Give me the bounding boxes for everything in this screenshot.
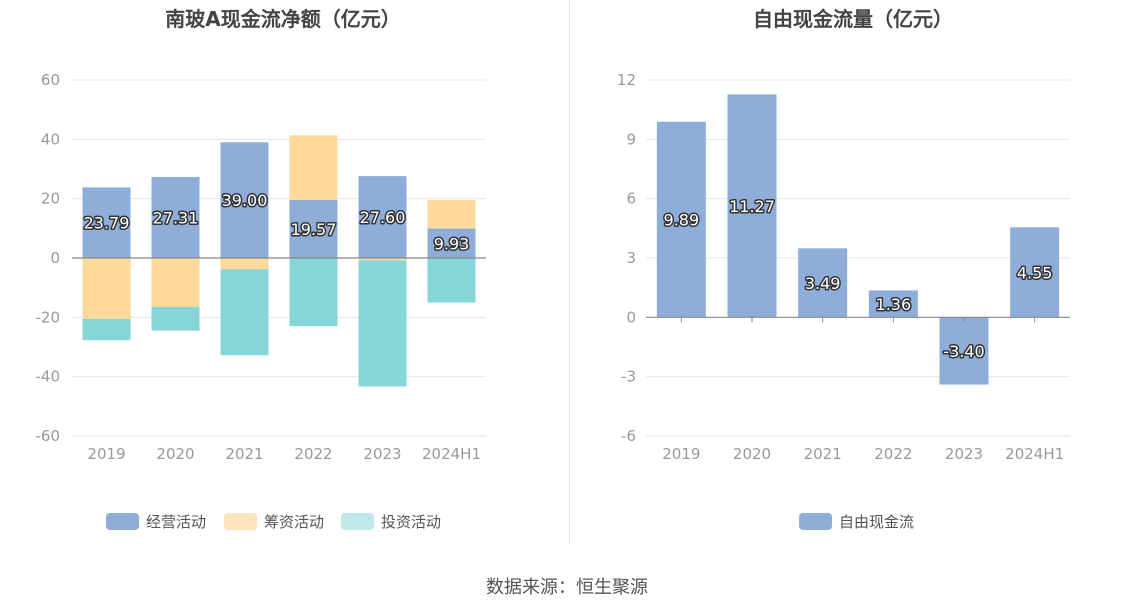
bar-operating (151, 176, 200, 258)
x-tick-label: 2021 (804, 445, 842, 463)
bar-free-cash-flow (656, 121, 706, 318)
x-tick-label: 2022 (874, 445, 912, 463)
data-label: 3.49 (805, 274, 841, 293)
legend-swatch (224, 513, 257, 530)
legend-swatch (799, 513, 832, 530)
x-tick-label: 2021 (225, 445, 263, 463)
y-tick-label: -40 (36, 368, 61, 386)
bar-free-cash-flow (727, 94, 777, 318)
data-label: -3.40 (943, 342, 984, 361)
bar-investing (220, 269, 269, 356)
bar-investing (151, 306, 200, 331)
data-label: 19.57 (291, 220, 337, 239)
y-tick-label: 3 (626, 249, 636, 267)
x-tick-label: 2023 (945, 445, 983, 463)
bar-operating (220, 142, 269, 258)
bar-investing (427, 258, 476, 303)
chart-title: 南玻A现金流净额（亿元） (165, 7, 400, 31)
legend-label: 经营活动 (146, 513, 206, 531)
data-label: 9.89 (664, 211, 700, 230)
y-tick-label: -20 (36, 308, 61, 326)
free-cash-flow-chart: 自由现金流量（亿元） 12 9 6 3 0 -3 -6 2019 2020 2021 2022 2023… (617, 7, 1070, 531)
data-label: 11.27 (729, 197, 775, 216)
y-tick-label: 12 (617, 71, 636, 89)
bar-free-cash-flow (798, 248, 848, 318)
legend-label: 自由现金流 (839, 513, 914, 531)
bar-free-cash-flow (868, 290, 918, 318)
y-tick-label: 40 (41, 130, 60, 148)
x-tick-label: 2019 (87, 445, 125, 463)
bar-operating (427, 228, 476, 258)
data-source-text: 数据来源：恒生聚源 (486, 577, 648, 598)
bar-financing (82, 258, 131, 319)
y-tick-label: -3 (621, 368, 636, 386)
y-tick-label: 0 (50, 249, 60, 267)
bar-operating (289, 199, 338, 258)
bar-financing (427, 200, 476, 229)
bar-operating (82, 187, 131, 258)
data-label: 1.36 (876, 295, 912, 314)
bar-financing (151, 258, 200, 307)
bar-financing (220, 258, 269, 270)
x-tick-label: 2023 (363, 445, 401, 463)
bar-operating (358, 176, 407, 258)
bar-financing (358, 258, 407, 261)
legend-swatch (341, 513, 374, 530)
data-label: 39.00 (222, 191, 268, 210)
y-tick-label: 9 (626, 130, 636, 148)
data-label: 27.60 (360, 208, 406, 227)
x-tick-label: 2020 (156, 445, 194, 463)
data-label: 4.55 (1017, 263, 1053, 282)
x-tick-label: 2019 (662, 445, 700, 463)
y-tick-label: 6 (626, 190, 636, 208)
bar-free-cash-flow (939, 317, 989, 385)
data-label: 27.31 (153, 208, 199, 227)
bar-free-cash-flow (1010, 227, 1060, 318)
y-tick-label: 0 (626, 308, 636, 326)
x-tick-label: 2020 (733, 445, 771, 463)
bar-financing (289, 135, 338, 200)
x-tick-label: 2024H1 (1005, 445, 1064, 463)
cash-flow-net-chart: 南玻A现金流净额（亿元） 60 40 20 0 -20 -40 -60 2019 2020 2021… (36, 7, 486, 531)
bar-investing (289, 258, 338, 327)
x-tick-label: 2022 (294, 445, 332, 463)
bar-investing (82, 318, 131, 341)
chart-title: 自由现金流量（亿元） (753, 7, 953, 31)
bar-investing (358, 260, 407, 387)
data-label: 9.93 (434, 234, 470, 253)
y-tick-label: -6 (621, 427, 636, 445)
legend-label: 筹资活动 (264, 513, 324, 531)
y-tick-label: 20 (41, 190, 60, 208)
legend-label: 投资活动 (381, 513, 441, 531)
data-label: 23.79 (84, 214, 130, 233)
legend-swatch (106, 513, 139, 530)
y-tick-label: 60 (41, 71, 60, 89)
chart-divider (569, 0, 570, 545)
y-tick-label: -60 (36, 427, 61, 445)
x-tick-label: 2024H1 (422, 445, 481, 463)
